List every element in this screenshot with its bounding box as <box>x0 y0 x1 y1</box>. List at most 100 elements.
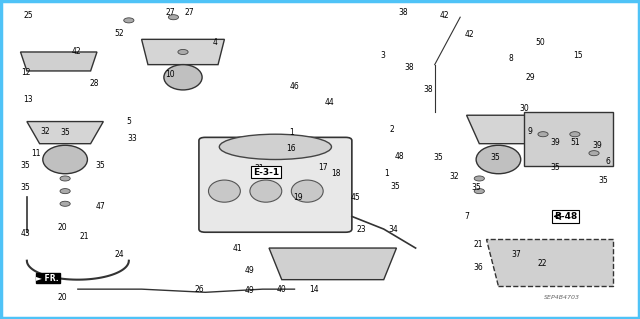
Text: 7: 7 <box>464 212 469 221</box>
Polygon shape <box>141 39 225 65</box>
Ellipse shape <box>220 134 332 160</box>
Text: 8: 8 <box>509 54 513 63</box>
Text: 29: 29 <box>525 73 535 82</box>
Text: 44: 44 <box>324 98 335 107</box>
Text: 46: 46 <box>290 82 300 91</box>
Ellipse shape <box>43 145 88 174</box>
Text: 19: 19 <box>293 193 303 202</box>
Text: 21: 21 <box>474 241 483 249</box>
Text: 45: 45 <box>350 193 360 202</box>
Circle shape <box>474 189 484 194</box>
Text: 51: 51 <box>570 137 580 147</box>
Text: 25: 25 <box>23 11 33 20</box>
Circle shape <box>60 176 70 181</box>
Ellipse shape <box>250 180 282 202</box>
Text: 52: 52 <box>115 28 124 38</box>
Text: 39: 39 <box>592 141 602 150</box>
Text: 38: 38 <box>424 85 433 94</box>
Text: 32: 32 <box>449 172 459 182</box>
Text: 9: 9 <box>528 127 532 136</box>
Text: 48: 48 <box>395 152 404 161</box>
Text: 30: 30 <box>519 104 529 113</box>
Text: 4: 4 <box>212 38 218 47</box>
Polygon shape <box>524 112 613 166</box>
Text: 47: 47 <box>95 203 105 211</box>
Text: 38: 38 <box>404 63 414 72</box>
Text: 3: 3 <box>380 51 385 60</box>
Ellipse shape <box>476 145 521 174</box>
Circle shape <box>124 18 134 23</box>
Text: ► FR.: ► FR. <box>36 274 59 283</box>
Polygon shape <box>467 115 556 144</box>
Polygon shape <box>20 52 97 71</box>
Text: 32: 32 <box>40 127 49 136</box>
Text: 35: 35 <box>490 153 500 162</box>
Text: 38: 38 <box>398 8 408 17</box>
Text: 35: 35 <box>551 163 561 172</box>
Text: 42: 42 <box>72 48 81 56</box>
Text: 41: 41 <box>232 243 242 253</box>
Text: 35: 35 <box>60 128 70 137</box>
Circle shape <box>60 201 70 206</box>
Text: 35: 35 <box>390 182 400 191</box>
Text: 27: 27 <box>184 8 194 17</box>
Text: 20: 20 <box>57 223 67 232</box>
Polygon shape <box>269 248 396 280</box>
Polygon shape <box>486 239 613 286</box>
Circle shape <box>168 15 179 20</box>
Text: 17: 17 <box>318 163 328 172</box>
Text: 27: 27 <box>166 8 175 17</box>
Text: 20: 20 <box>57 293 67 301</box>
Ellipse shape <box>164 65 202 90</box>
Text: SEP4B4703: SEP4B4703 <box>544 294 580 300</box>
Text: 35: 35 <box>95 161 105 170</box>
Text: 50: 50 <box>535 38 545 47</box>
Polygon shape <box>27 122 103 144</box>
Circle shape <box>538 132 548 137</box>
Text: 13: 13 <box>23 95 33 104</box>
Text: 14: 14 <box>309 285 319 294</box>
Text: 11: 11 <box>32 149 41 158</box>
Text: E-3-1: E-3-1 <box>253 168 279 177</box>
Text: 1: 1 <box>289 128 294 137</box>
Circle shape <box>178 49 188 55</box>
Circle shape <box>589 151 599 156</box>
Text: 2: 2 <box>390 125 394 134</box>
Text: 40: 40 <box>277 285 287 294</box>
Circle shape <box>570 132 580 137</box>
Text: 34: 34 <box>388 225 398 234</box>
Text: 42: 42 <box>440 11 449 20</box>
Text: 36: 36 <box>473 263 483 271</box>
Text: 10: 10 <box>166 70 175 78</box>
Text: 35: 35 <box>598 175 609 185</box>
FancyBboxPatch shape <box>199 137 352 232</box>
Text: 21: 21 <box>79 233 89 241</box>
Text: B-48: B-48 <box>554 212 577 221</box>
Text: 49: 49 <box>245 266 255 275</box>
Text: 6: 6 <box>605 157 611 166</box>
Text: 18: 18 <box>331 169 340 178</box>
Text: 16: 16 <box>287 144 296 153</box>
Text: 35: 35 <box>471 183 481 192</box>
Text: 33: 33 <box>127 134 137 144</box>
Text: 37: 37 <box>511 250 521 259</box>
Text: 35: 35 <box>433 153 443 162</box>
Text: 15: 15 <box>573 51 583 60</box>
Text: 28: 28 <box>89 79 99 88</box>
Ellipse shape <box>291 180 323 202</box>
Text: 49: 49 <box>245 286 255 295</box>
Circle shape <box>60 189 70 194</box>
Text: 5: 5 <box>126 117 131 126</box>
Text: 35: 35 <box>20 183 31 192</box>
Text: 23: 23 <box>356 225 366 234</box>
Text: 12: 12 <box>21 68 30 77</box>
Text: 35: 35 <box>20 161 31 170</box>
Text: 1: 1 <box>385 169 389 178</box>
Text: 22: 22 <box>537 259 547 268</box>
Text: 39: 39 <box>551 137 561 147</box>
Text: 31: 31 <box>255 165 264 174</box>
Text: 42: 42 <box>465 30 474 39</box>
Text: 24: 24 <box>115 250 124 259</box>
Ellipse shape <box>209 180 241 202</box>
Text: 43: 43 <box>20 229 31 238</box>
